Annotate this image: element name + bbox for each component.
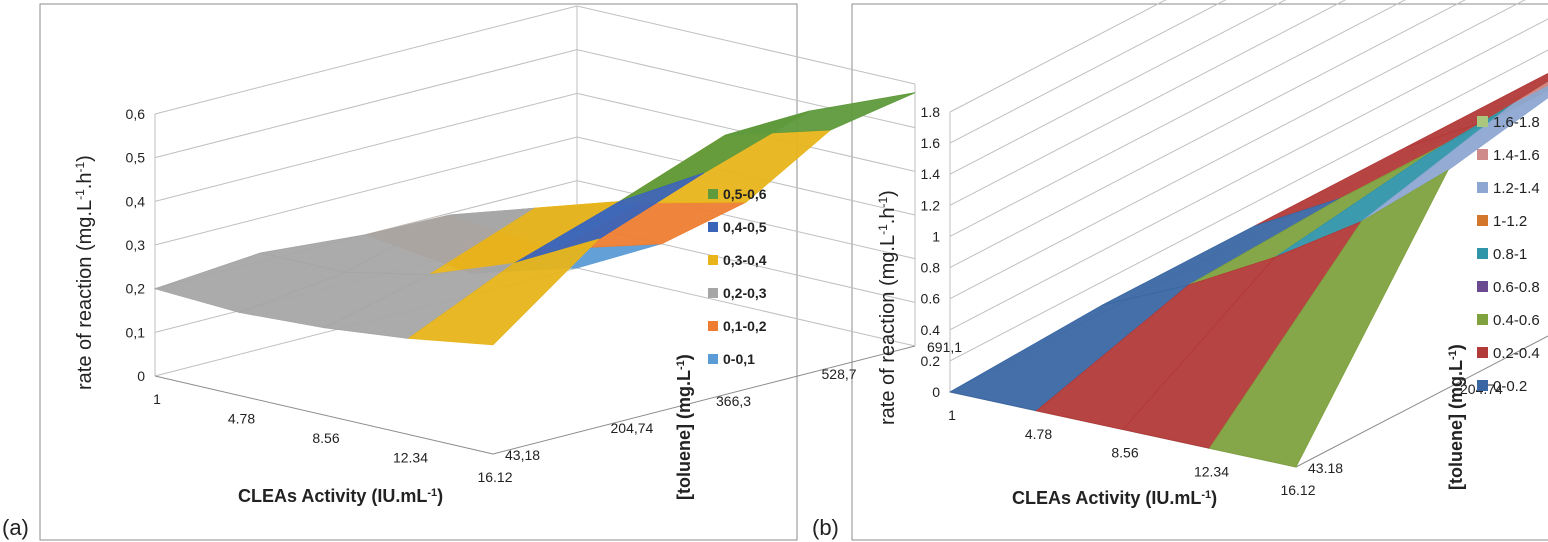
- z-tick-label: 0,1: [126, 324, 146, 340]
- x-tick-label: 1: [153, 391, 161, 407]
- y-tick-label: 43.18: [1308, 460, 1343, 476]
- legend-label: 1.2-1.4: [1493, 180, 1540, 197]
- panel-b-label: (b): [812, 515, 839, 540]
- z-tick-label: 0,3: [126, 237, 146, 253]
- legend-label: 1.4-1.6: [1493, 147, 1540, 164]
- panel-a-frame: [39, 3, 798, 541]
- legend-label: 1.6-1.8: [1493, 114, 1540, 131]
- y-tick-label: 528,7: [822, 366, 857, 382]
- gridline: [949, 0, 1167, 113]
- legend-label: 0,4-0,5: [723, 219, 767, 235]
- z-tick-label: 0,4: [126, 193, 146, 209]
- gridline: [949, 0, 1227, 144]
- legend-swatch: [1477, 182, 1488, 193]
- gridline: [949, 0, 1466, 268]
- z-tick-label: 1.8: [921, 104, 941, 120]
- legend-label: 0,2-0,3: [723, 285, 767, 301]
- legend-swatch: [708, 354, 718, 364]
- panel-a-x-axis-title: CLEAs Activity (IU.mL-1): [238, 486, 443, 506]
- z-tick-label: 0.8: [921, 260, 941, 276]
- x-tick-label: 4.78: [1025, 426, 1052, 442]
- legend-label: 0,5-0,6: [723, 186, 767, 202]
- axis-line: [154, 375, 494, 455]
- gridline: [949, 0, 1287, 175]
- panel-a-z-axis-title: rate of reaction (mg.L-1.h-1): [73, 155, 96, 390]
- z-tick-label: 0.6: [921, 291, 941, 307]
- y-tick-label: 691,1: [927, 339, 962, 355]
- legend-label: 0,3-0,4: [723, 252, 767, 268]
- x-tick-label: 1: [948, 407, 956, 423]
- panel-b-z-axis-title: rate of reaction (mg.L-1.h-1): [876, 190, 899, 425]
- panel-b-surface: [948, 72, 1548, 468]
- surface-patch: [1513, 81, 1548, 104]
- z-tick-label: 0,6: [126, 106, 146, 122]
- y-tick-label: 204,74: [611, 420, 654, 436]
- legend-label: 0.8-1: [1493, 246, 1527, 263]
- panel-a-legend: 0,5-0,6 0,4-0,5 0,3-0,4 0,2-0,3 0,1-0,2 0-0,1: [708, 186, 767, 367]
- legend-label: 0.4-0.6: [1493, 312, 1540, 329]
- panel-a-label: (a): [2, 515, 29, 540]
- legend-swatch: [1477, 281, 1488, 292]
- legend-label: 0.2-0.4: [1493, 345, 1540, 362]
- legend-swatch: [708, 255, 718, 265]
- gridline: [949, 0, 1407, 237]
- legend-swatch: [1477, 347, 1488, 358]
- legend-label: 0,1-0,2: [723, 318, 767, 334]
- x-tick-label: 12.34: [1194, 463, 1229, 479]
- z-tick-label: 1: [932, 228, 940, 244]
- panel-b-frame: [851, 3, 1548, 541]
- surface-patch: [407, 238, 600, 346]
- legend-label: 0-0.2: [1493, 378, 1527, 395]
- legend-label: 1-1.2: [1493, 213, 1527, 230]
- legend-swatch: [1477, 116, 1488, 127]
- gridline: [949, 18, 1548, 331]
- panel-b-x-axis-title: CLEAs Activity (IU.mL-1): [1012, 488, 1217, 508]
- surface-patch: [1208, 169, 1449, 468]
- gridline: [949, 0, 1526, 300]
- legend-swatch: [1477, 248, 1488, 259]
- z-tick-label: 0: [932, 384, 940, 400]
- x-tick-label: 8.56: [1111, 445, 1138, 461]
- x-tick-label: 4.78: [228, 411, 255, 427]
- z-tick-label: 1.2: [921, 197, 941, 213]
- legend-swatch: [1477, 380, 1488, 391]
- panel-b-y-axis-title: [toluene] (mg.L-1): [1446, 344, 1466, 490]
- y-tick-label: 366,3: [716, 393, 751, 409]
- legend-swatch: [1477, 149, 1488, 160]
- panel-a-surface: [153, 92, 916, 346]
- legend-swatch: [1477, 215, 1488, 226]
- legend-label: 0-0,1: [723, 351, 755, 367]
- legend-swatch: [1477, 314, 1488, 325]
- gridline: [949, 0, 1347, 206]
- legend-swatch: [708, 321, 718, 331]
- axis-line: [492, 345, 916, 455]
- z-tick-label: 0.2: [921, 353, 941, 369]
- x-tick-label: 12.34: [393, 450, 428, 466]
- x-tick-label: 16.12: [1280, 482, 1315, 498]
- axis-line: [1295, 335, 1548, 468]
- panel-a-y-axis-title: [toluene] (mg.L-1): [674, 354, 694, 500]
- legend-swatch: [708, 288, 718, 298]
- panel-b-legend: 1.6-1.8 1.4-1.6 1.2-1.4 1-1.2 0.8-1 0.6-0.8 0.…: [1477, 114, 1540, 395]
- x-tick-label: 8.56: [312, 430, 339, 446]
- z-tick-label: 0,5: [126, 150, 146, 166]
- panel-a-ticks: 0 0,1 0,2 0,3 0,4 0,5 0,6 1 4.78 8.56 12.34 16.12 43…: [126, 106, 963, 485]
- legend-swatch: [708, 222, 718, 232]
- z-tick-label: 1.4: [921, 166, 941, 182]
- legend-swatch: [708, 189, 718, 199]
- z-tick-label: 1.6: [921, 135, 941, 151]
- z-tick-label: 0: [137, 368, 145, 384]
- z-tick-label: 0.4: [921, 322, 941, 338]
- z-tick-label: 0,2: [126, 281, 146, 297]
- y-tick-label: 43,18: [505, 447, 540, 463]
- x-tick-label: 16.12: [477, 469, 512, 485]
- legend-label: 0.6-0.8: [1493, 279, 1540, 296]
- gridline: [949, 49, 1548, 362]
